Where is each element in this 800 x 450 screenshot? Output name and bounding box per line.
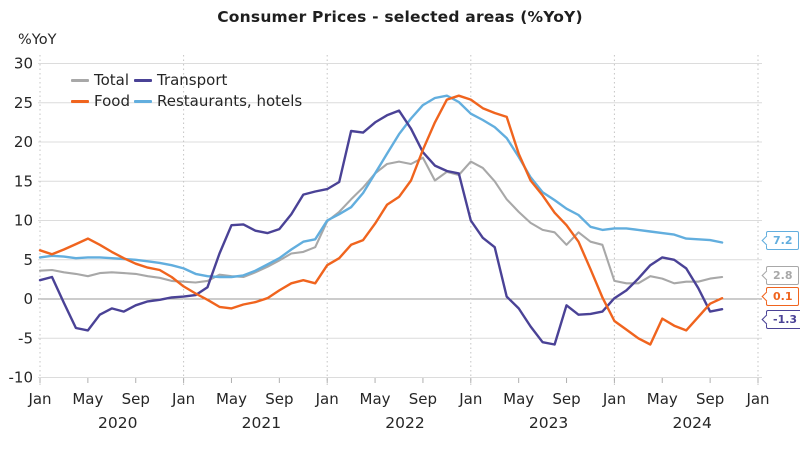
year-label-2024: 2024 — [672, 414, 711, 432]
legend-label-restaurants: Restaurants, hotels — [156, 92, 303, 110]
y-tick-label-10: 10 — [14, 212, 33, 230]
legend-item-restaurants: Restaurants, hotels — [133, 92, 303, 110]
x-tick-label: May — [647, 390, 678, 408]
x-tick-label: May — [503, 390, 534, 408]
y-tick-label-0: 0 — [23, 290, 33, 308]
year-label-2022: 2022 — [385, 414, 424, 432]
total-line-swatch — [71, 78, 89, 82]
x-tick-label: Jan — [27, 390, 51, 408]
year-label-2021: 2021 — [242, 414, 281, 432]
legend-label-food: Food — [94, 92, 130, 110]
year-labels: 2020 2021 2022 2023 2024 — [98, 414, 712, 432]
series-line-restaurants-hotels — [38, 94, 724, 279]
legend-item-total: Total — [71, 71, 130, 89]
legend-label-transport: Transport — [156, 71, 228, 89]
chart-title: Consumer Prices - selected areas (%YoY) — [217, 8, 583, 26]
x-tick-label: Jan — [171, 390, 195, 408]
end-value-callout-food: 0.1 — [766, 287, 799, 306]
y-tick-label--10: -10 — [9, 369, 34, 387]
y-axis-unit-label: %YoY — [18, 32, 57, 48]
y-tick-label-20: 20 — [14, 133, 33, 151]
x-tick-label: Sep — [122, 390, 150, 408]
x-tick-label-end: Jan — [745, 390, 769, 408]
y-tick-label-15: 15 — [14, 172, 33, 190]
end-value-callout-transport: -1.3 — [766, 310, 800, 329]
x-tick-label: Jan — [602, 390, 626, 408]
x-tick-label: Sep — [696, 390, 724, 408]
y-tick-label-25: 25 — [14, 94, 33, 112]
x-axis — [39, 378, 759, 383]
y-tick-label-5: 5 — [23, 251, 33, 269]
y-axis-tick-labels: 30 25 20 15 10 5 0 -5 -10 — [9, 55, 34, 387]
series-line-transport — [38, 109, 724, 346]
x-tick-label: Sep — [265, 390, 293, 408]
year-label-2023: 2023 — [529, 414, 568, 432]
y-tick-label--5: -5 — [18, 329, 33, 347]
end-value-callout-total: 2.8 — [766, 266, 799, 285]
x-tick-label: Sep — [409, 390, 437, 408]
legend-label-total: Total — [94, 71, 130, 89]
series-lines — [38, 94, 724, 346]
transport-line-swatch — [133, 78, 152, 82]
food-line-swatch — [71, 99, 89, 103]
x-tick-label: May — [360, 390, 391, 408]
x-tick-label: May — [216, 390, 247, 408]
year-label-2020: 2020 — [98, 414, 137, 432]
legend: Total Transport Food Restaurants, hotels — [71, 71, 302, 110]
x-axis-tick-labels: Jan May Sep Jan May Sep Jan May Sep Jan May Sep Jan M… — [27, 390, 769, 408]
series-line-food — [38, 94, 724, 346]
x-tick-label: Sep — [552, 390, 580, 408]
series-line-total — [38, 156, 724, 285]
x-tick-label: May — [72, 390, 103, 408]
january-gridlines — [39, 55, 759, 386]
end-value-callout-restaurants: 7.2 — [766, 231, 799, 250]
x-tick-label: Jan — [458, 390, 482, 408]
x-tick-label: Jan — [315, 390, 339, 408]
legend-item-food: Food — [71, 92, 130, 110]
y-tick-label-30: 30 — [14, 55, 33, 73]
legend-item-transport: Transport — [133, 71, 302, 89]
restaurants-line-swatch — [133, 99, 152, 103]
